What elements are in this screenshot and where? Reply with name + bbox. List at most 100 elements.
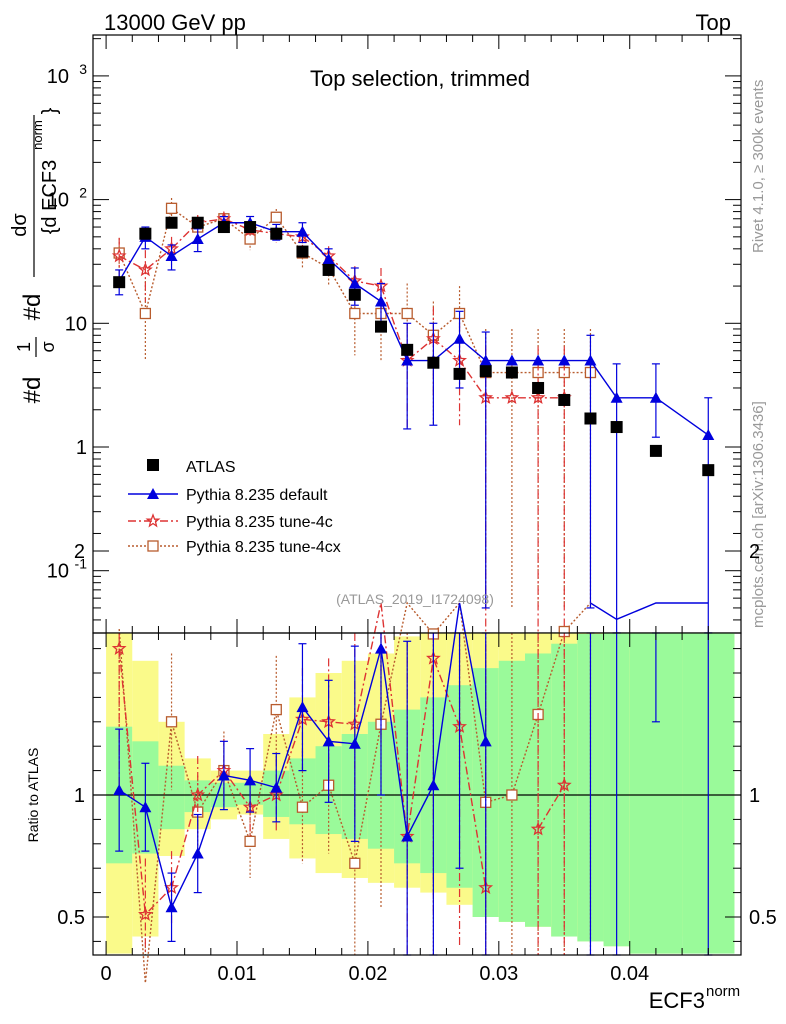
main-default-point-7 <box>296 225 309 237</box>
main-default-point-10 <box>375 295 387 307</box>
plot-title: Top selection, trimmed <box>310 66 530 91</box>
x-tick-label-3: 0.03 <box>479 963 518 985</box>
ratio-tune4cx-point-2 <box>165 716 178 728</box>
main-default-point-17 <box>558 354 571 366</box>
ratio-default-point-10 <box>375 642 387 654</box>
main-y-tick-sup-3: 2 <box>79 185 87 201</box>
legend-label-tune4c: Pythia 8.235 tune-4c <box>186 514 333 531</box>
ratio-default-point-4 <box>217 769 230 781</box>
main-default-point-15 <box>505 354 518 366</box>
main-data-point-18 <box>584 412 597 425</box>
ratio-default-point-8 <box>322 735 335 747</box>
ratio-tune4c-point-3 <box>190 787 206 802</box>
main-y-tick-sup-4: 3 <box>79 61 87 77</box>
y-label-norm: norm <box>30 120 45 150</box>
main-data-point-7 <box>296 245 309 258</box>
main-default-point-14 <box>479 354 492 366</box>
main-data-point-2 <box>165 216 178 229</box>
main-data-point-15 <box>505 366 518 379</box>
ratio-tune4cx-point-9 <box>349 857 361 869</box>
ratio-y-axis-label: Ratio to ATLAS <box>25 748 41 843</box>
main-default-point-18 <box>584 354 597 366</box>
ratio-y-tick-label-left-2: 2 <box>74 541 85 563</box>
ratio-y-tick-label-right-0: 0.5 <box>749 907 777 929</box>
main-data-point-17 <box>558 393 571 406</box>
ratio-default-point-3 <box>191 847 204 859</box>
ratio-y-tick-label-left-1: 1 <box>74 785 85 807</box>
ratio-panel-axes: 0.5 0.5 1 1 2 2 0 0.01 0.02 0.03 0.04 <box>57 541 777 985</box>
main-default-point-9 <box>348 277 361 289</box>
main-default-point-20 <box>649 391 662 403</box>
main-data-point-4 <box>217 221 230 234</box>
mcplots-side-label: mcplots.cern.ch [arXiv:1306.3436] <box>750 401 767 628</box>
main-data-point-9 <box>348 288 361 301</box>
main-data-point-0 <box>113 276 126 289</box>
main-data-point-14 <box>479 365 492 378</box>
main-data-point-8 <box>322 263 335 276</box>
ratio-panel-bands <box>93 633 741 954</box>
ratio-panel-series <box>111 601 713 983</box>
ratio-default-point-0 <box>113 784 126 796</box>
x-tick-label-1: 0.01 <box>218 963 257 985</box>
main-data-point-1 <box>139 227 152 240</box>
legend-label-atlas: ATLAS <box>186 459 236 476</box>
main-default-point-2 <box>165 249 178 261</box>
process-label: Top <box>696 10 731 35</box>
ratio-tune4c-point-0 <box>111 640 127 655</box>
ratio-y-tick-label-right-2: 2 <box>749 541 760 563</box>
main-tune4cx-point-1 <box>139 307 152 320</box>
legend-label-tune4cx: Pythia 8.235 tune-4cx <box>186 539 341 556</box>
legend: ATLAS Pythia 8.235 default Pythia 8.235 … <box>128 459 341 556</box>
ratio-default-point-14 <box>479 735 492 747</box>
ratio-tune4c-point-1 <box>138 906 153 921</box>
main-data-point-20 <box>649 444 662 457</box>
ratio-panel-frame <box>92 632 742 956</box>
main-y-tick-label-4: 10 <box>47 66 69 88</box>
y-label-frac1: 1 <box>14 342 34 352</box>
main-panel-series <box>111 198 715 634</box>
main-tune4c-point-15 <box>504 389 520 405</box>
main-tune4cx-point-6 <box>270 211 282 223</box>
ratio-tune4cx-point-5 <box>244 835 256 848</box>
legend-marker-tune4cx <box>147 540 159 552</box>
ratio-tune4c-point-17 <box>556 777 572 792</box>
main-y-tick-sup-0: -1 <box>75 556 88 572</box>
main-data-point-12 <box>427 356 440 369</box>
ratio-tune4cx-point-15 <box>506 789 518 801</box>
main-data-point-13 <box>453 367 466 380</box>
main-y-tick-label-2: 10 <box>65 313 87 335</box>
y-label-part-b: #d <box>19 294 46 321</box>
y-label-sigma1: σ <box>38 341 58 352</box>
main-default-point-8 <box>322 253 335 265</box>
ratio-tune4c-point-16 <box>530 821 546 836</box>
main-default-point-3 <box>191 233 204 245</box>
x-tick-label-2: 0.02 <box>348 963 387 985</box>
x-axis-label: ECF3 <box>649 988 705 1013</box>
main-default-point-16 <box>532 354 545 366</box>
ratio-default-point-5 <box>244 774 257 786</box>
ratio-default-point-11 <box>401 830 414 842</box>
main-tune4c-point-0 <box>111 248 127 263</box>
main-data-point-5 <box>244 221 257 234</box>
main-data-point-19 <box>610 421 623 434</box>
main-default-point-21 <box>702 429 715 441</box>
legend-label-default: Pythia 8.235 default <box>186 487 328 504</box>
legend-marker-atlas <box>147 459 159 471</box>
legend-marker-tune4c <box>145 513 161 528</box>
main-tune4c-point-1 <box>138 262 153 277</box>
y-label-denominator: {d ECF3 <box>39 160 61 234</box>
ratio-default-point-6 <box>270 781 283 793</box>
ratio-default-point-2 <box>165 901 178 913</box>
main-y-tick-label-0: 10 <box>47 561 69 583</box>
analysis-id: (ATLAS_2019_I1724098) <box>336 591 494 607</box>
main-data-point-11 <box>401 343 414 356</box>
energy-label: 13000 GeV pp <box>104 10 246 35</box>
main-y-tick-label-3: 10 <box>47 190 69 212</box>
y-label-part-a: #d <box>19 377 46 404</box>
ratio-y-tick-label-left-0: 0.5 <box>57 907 85 929</box>
ratio-default-point-7 <box>296 701 309 713</box>
main-y-axis-label: #d1/σ #dσ/{d ECF3^norm} #d 1 σ #d dσ {d … <box>9 107 61 404</box>
main-tune4c-line-0 <box>118 218 565 399</box>
main-default-point-11 <box>401 354 414 366</box>
